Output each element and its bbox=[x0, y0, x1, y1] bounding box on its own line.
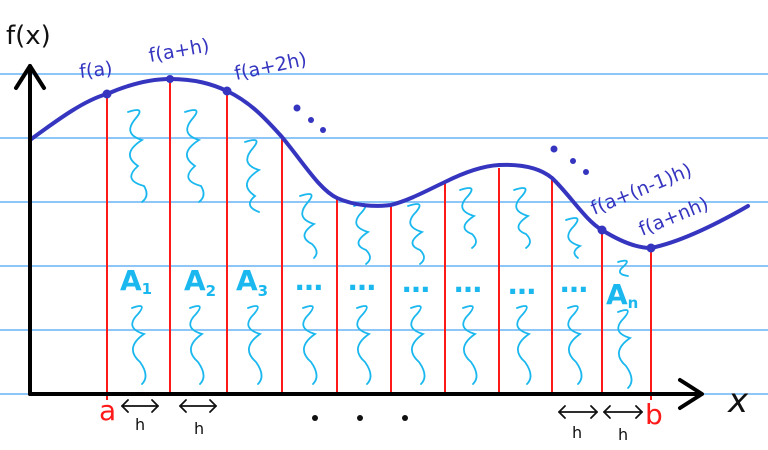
y-axis-label: f(x) bbox=[6, 21, 51, 51]
step-label-n: h bbox=[618, 425, 628, 444]
axis-ellipsis-dots bbox=[312, 415, 408, 421]
curve-ellipsis-dots bbox=[293, 104, 589, 175]
double-arrow-icon bbox=[121, 399, 159, 413]
area-label-2: A2 bbox=[184, 264, 216, 300]
step-label-2: h bbox=[194, 419, 204, 438]
label-f-a-plus-2h: f(a+2h) bbox=[232, 48, 308, 85]
label-f-a-plus-h: f(a+h) bbox=[147, 35, 211, 67]
area-label-ellipsis-9: … bbox=[560, 266, 588, 299]
step-label-n-minus-1: h bbox=[572, 423, 582, 442]
interval-end-label: b bbox=[645, 398, 663, 431]
label-f-a-plus-nh: f(a+nh) bbox=[636, 193, 712, 241]
area-label-ellipsis-8: … bbox=[508, 268, 536, 301]
area-label-ellipsis-4: … bbox=[295, 264, 323, 297]
area-label-3: A3 bbox=[236, 264, 268, 300]
strip-boundaries bbox=[106, 79, 652, 400]
area-label-ellipsis-5: … bbox=[348, 264, 376, 297]
strip-hatching bbox=[127, 109, 633, 389]
sample-points bbox=[102, 75, 656, 253]
area-label-n: An bbox=[606, 278, 638, 312]
y-axis-arrow-icon bbox=[14, 64, 46, 90]
double-arrow-icon bbox=[558, 405, 598, 419]
area-label-ellipsis-6: … bbox=[402, 266, 430, 299]
interval-start-label: a bbox=[99, 394, 116, 427]
double-arrow-icon bbox=[603, 405, 643, 419]
area-label-ellipsis-7: … bbox=[454, 266, 482, 299]
area-label-1: A1 bbox=[120, 264, 152, 298]
x-axis-arrow-icon bbox=[678, 378, 704, 410]
label-f-a: f(a) bbox=[78, 58, 113, 83]
x-axis-label: x bbox=[727, 381, 749, 421]
step-arrows bbox=[121, 399, 643, 419]
step-label-1: h bbox=[135, 415, 145, 434]
double-arrow-icon bbox=[179, 399, 217, 413]
axes bbox=[14, 64, 704, 410]
area-labels: A1 A2 A3 … … … … … … An bbox=[120, 264, 638, 312]
